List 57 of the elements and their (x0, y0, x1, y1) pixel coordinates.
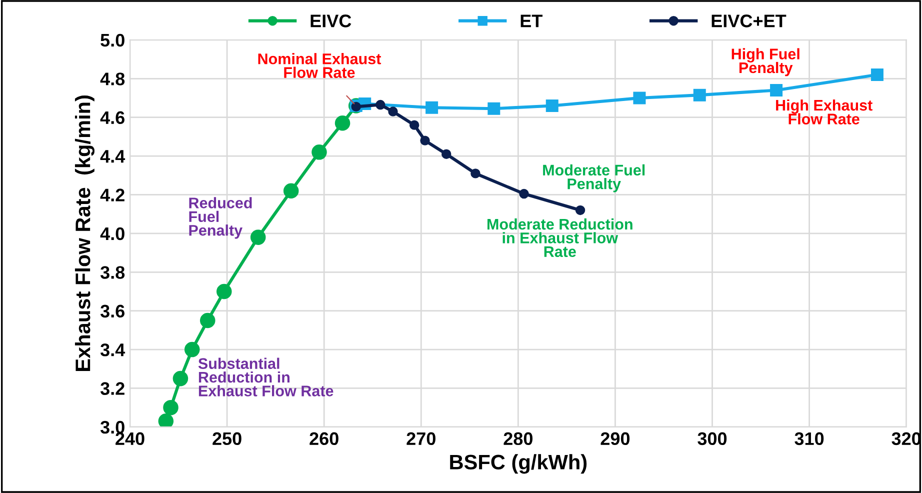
point (163, 400, 178, 416)
point (334, 116, 350, 131)
point (184, 342, 200, 358)
x-tick-label: 260 (310, 432, 338, 446)
point (693, 88, 706, 102)
y-tick-label: 3.6 (100, 304, 124, 318)
y-tick-label: 4.6 (100, 111, 124, 124)
y-tick-label: 5.0 (100, 34, 124, 47)
point (376, 100, 386, 110)
y-tick-label: 4.2 (100, 188, 124, 202)
point (388, 106, 398, 116)
annotation: Nominal Exhaust Flow Rate (258, 53, 382, 78)
y-tick-label: 3.2 (100, 382, 124, 395)
point (312, 144, 327, 160)
annotation: Substantial Reduction in Exhaust Flow Rate (198, 358, 334, 396)
point (216, 284, 232, 300)
point (770, 84, 783, 96)
y-tick-label: 3.0 (100, 420, 124, 434)
point (426, 101, 438, 114)
point (441, 149, 452, 159)
x-tick-label: 240 (116, 432, 144, 446)
legend-label: ET (520, 14, 542, 28)
legend-label: EIVC+ET (712, 14, 786, 28)
point (488, 102, 500, 115)
point (519, 188, 529, 199)
y-tick-label: 3.4 (100, 343, 126, 356)
point (158, 413, 174, 427)
annotation: Reduced Fuel Penalty (189, 197, 252, 239)
point (575, 205, 586, 216)
annotation: Moderate Fuel Penalty (543, 164, 645, 192)
x-axis-title: BSFC (g/kWh) (450, 454, 587, 474)
y-tick-label: 3.8 (100, 266, 125, 279)
annotation: Moderate Reduction in Exhaust Flow Rate (487, 218, 632, 258)
point (172, 370, 188, 386)
point (283, 183, 299, 199)
x-tick-label: 310 (794, 432, 824, 446)
x-tick-label: 250 (212, 432, 242, 446)
point (250, 230, 266, 245)
legend-label: EIVC (310, 14, 352, 28)
point (546, 99, 558, 112)
x-tick-label: 320 (892, 432, 921, 446)
y-axis-title: Exhaust Flow Rate (kg/min) (74, 96, 94, 371)
annotation: High Fuel Penalty (732, 48, 800, 76)
y-tick-label: 4.4 (100, 150, 126, 163)
x-tick-label: 280 (504, 432, 532, 446)
x-tick-label: 300 (698, 432, 727, 446)
y-tick-label: 4.8 (100, 72, 125, 86)
y-tick-label: 4.0 (100, 227, 124, 240)
point (470, 168, 480, 178)
point (409, 120, 420, 130)
point (870, 68, 884, 82)
x-tick-label: 270 (406, 432, 436, 446)
point (200, 312, 216, 328)
x-tick-label: 290 (600, 432, 630, 446)
point (420, 136, 430, 146)
annotation: High Exhaust Flow Rate (776, 99, 872, 124)
point (633, 92, 646, 104)
